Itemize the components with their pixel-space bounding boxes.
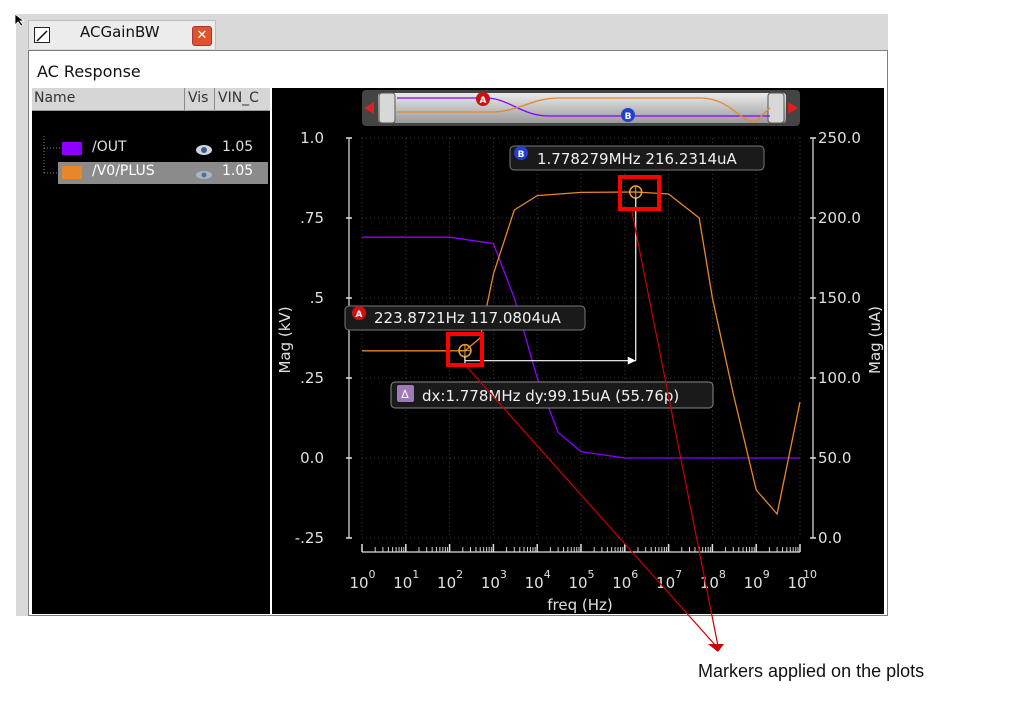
column-divider[interactable] bbox=[184, 88, 185, 110]
overview-marker-b[interactable]: B bbox=[621, 108, 635, 122]
signal-color-swatch bbox=[62, 142, 82, 155]
signal-value: 1.05 bbox=[222, 163, 254, 179]
signal-row-v0-plus[interactable] bbox=[58, 162, 268, 184]
annotation-arrowhead bbox=[708, 644, 724, 652]
x-tick-exponent: 5 bbox=[588, 568, 595, 581]
column-divider[interactable] bbox=[214, 88, 215, 110]
y-right-tick-label: 150.0 bbox=[818, 289, 861, 307]
y-right-tick-label: 0.0 bbox=[818, 529, 842, 547]
delta-arrowhead bbox=[627, 356, 636, 365]
x-tick-exponent: 7 bbox=[675, 568, 682, 581]
waveform-window-icon bbox=[34, 27, 50, 43]
marker-b-highlight-box bbox=[618, 175, 661, 211]
eye-icon[interactable] bbox=[195, 141, 213, 160]
x-tick-exponent: 8 bbox=[719, 568, 726, 581]
tab-title[interactable]: ACGainBW bbox=[80, 23, 160, 41]
y-left-tick-label: .75 bbox=[300, 209, 324, 227]
series-layer bbox=[362, 191, 801, 516]
svg-text:A: A bbox=[480, 96, 487, 106]
x-tick-label: 10 bbox=[349, 574, 368, 592]
y-right-tick-label: 200.0 bbox=[818, 209, 861, 227]
x-tick-exponent: 4 bbox=[544, 568, 551, 581]
svg-text:B: B bbox=[625, 112, 632, 122]
y-left-tick-label: 1.0 bbox=[300, 129, 324, 147]
svg-text:223.8721Hz 117.0804uA: 223.8721Hz 117.0804uA bbox=[374, 309, 562, 327]
annotation-text: Markers applied on the plots bbox=[698, 661, 925, 681]
marker-a-highlight-box bbox=[446, 332, 484, 367]
plot-grid bbox=[361, 137, 801, 539]
x-tick-label: 10 bbox=[481, 574, 500, 592]
x-tick-label: 10 bbox=[525, 574, 544, 592]
y-left-tick-label: .5 bbox=[310, 289, 324, 307]
marker-b-label[interactable]: B 1.778279MHz 216.2314uA bbox=[509, 145, 765, 171]
x-tick-exponent: 9 bbox=[763, 568, 770, 581]
tab-acgainbw[interactable] bbox=[28, 20, 216, 49]
marker-layer bbox=[458, 185, 643, 365]
x-tick-exponent: 2 bbox=[456, 568, 463, 581]
y-left-tick-label: .25 bbox=[300, 369, 324, 387]
range-handle-right[interactable] bbox=[767, 92, 785, 124]
x-tick-label: 10 bbox=[744, 574, 763, 592]
signal-value: 1.05 bbox=[222, 139, 254, 155]
x-tick-exponent: 1 bbox=[412, 568, 419, 581]
x-tick-label: 10 bbox=[568, 574, 587, 592]
panel-title: AC Response bbox=[37, 62, 141, 81]
svg-text:A: A bbox=[356, 310, 363, 320]
scroll-right-arrow[interactable] bbox=[788, 102, 798, 114]
scroll-left-arrow[interactable] bbox=[364, 102, 374, 114]
x-tick-label: 10 bbox=[437, 574, 456, 592]
svg-text:Δ: Δ bbox=[401, 388, 409, 401]
plot-axes bbox=[346, 137, 816, 553]
signal-color-swatch bbox=[62, 166, 82, 179]
svg-text:1.778279MHz 216.2314uA: 1.778279MHz 216.2314uA bbox=[537, 150, 738, 168]
column-header-vis[interactable]: Vis bbox=[188, 90, 209, 106]
signal-name: /OUT bbox=[92, 139, 127, 155]
series-line bbox=[362, 191, 801, 516]
series-line bbox=[362, 236, 800, 459]
x-tick-exponent: 3 bbox=[500, 568, 507, 581]
y-right-tick-label: 100.0 bbox=[818, 369, 861, 387]
y-right-tick-label: 50.0 bbox=[818, 449, 851, 467]
annotation-line bbox=[465, 365, 717, 647]
column-header-name[interactable]: Name bbox=[34, 90, 76, 106]
annotation-line bbox=[631, 211, 719, 647]
y-axis-label-left: Mag (kV) bbox=[276, 306, 294, 373]
range-handle-left[interactable] bbox=[378, 92, 396, 124]
y-left-tick-label: 0.0 bbox=[300, 449, 324, 467]
x-tick-exponent: 6 bbox=[631, 568, 638, 581]
mouse-cursor-icon bbox=[14, 12, 26, 31]
y-axis-label-right: Mag (uA) bbox=[866, 306, 884, 374]
delta-marker-label[interactable]: Δ dx:1.778MHz dy:99.15uA (55.76p) bbox=[390, 381, 714, 409]
marker-a-point bbox=[458, 343, 472, 358]
x-tick-label: 10 bbox=[787, 574, 806, 592]
svg-text:dx:1.778MHz dy:99.15uA (55.76p: dx:1.778MHz dy:99.15uA (55.76p) bbox=[422, 387, 679, 405]
x-tick-exponent: 0 bbox=[369, 568, 376, 581]
x-tick-label: 10 bbox=[612, 574, 631, 592]
x-tick-label: 10 bbox=[700, 574, 719, 592]
x-tick-label: 10 bbox=[656, 574, 675, 592]
signal-name: /V0/PLUS bbox=[92, 163, 155, 179]
signal-list-header bbox=[32, 88, 270, 111]
marker-b-point bbox=[629, 185, 643, 199]
y-right-tick-label: 250.0 bbox=[818, 129, 861, 147]
eye-icon[interactable] bbox=[195, 166, 213, 185]
x-tick-label: 10 bbox=[393, 574, 412, 592]
x-tick-exponent: 10 bbox=[803, 568, 817, 581]
y-left-tick-label: -.25 bbox=[295, 529, 324, 547]
x-axis-label: freq (Hz) bbox=[547, 596, 613, 614]
close-icon[interactable]: ✕ bbox=[192, 26, 212, 46]
svg-text:B: B bbox=[518, 150, 525, 160]
overview-scrollbar[interactable]: A B bbox=[362, 90, 800, 126]
marker-a-label[interactable]: A 223.8721Hz 117.0804uA bbox=[344, 305, 586, 331]
overview-marker-a[interactable]: A bbox=[476, 92, 490, 106]
column-header-vin[interactable]: VIN_C bbox=[218, 90, 259, 106]
